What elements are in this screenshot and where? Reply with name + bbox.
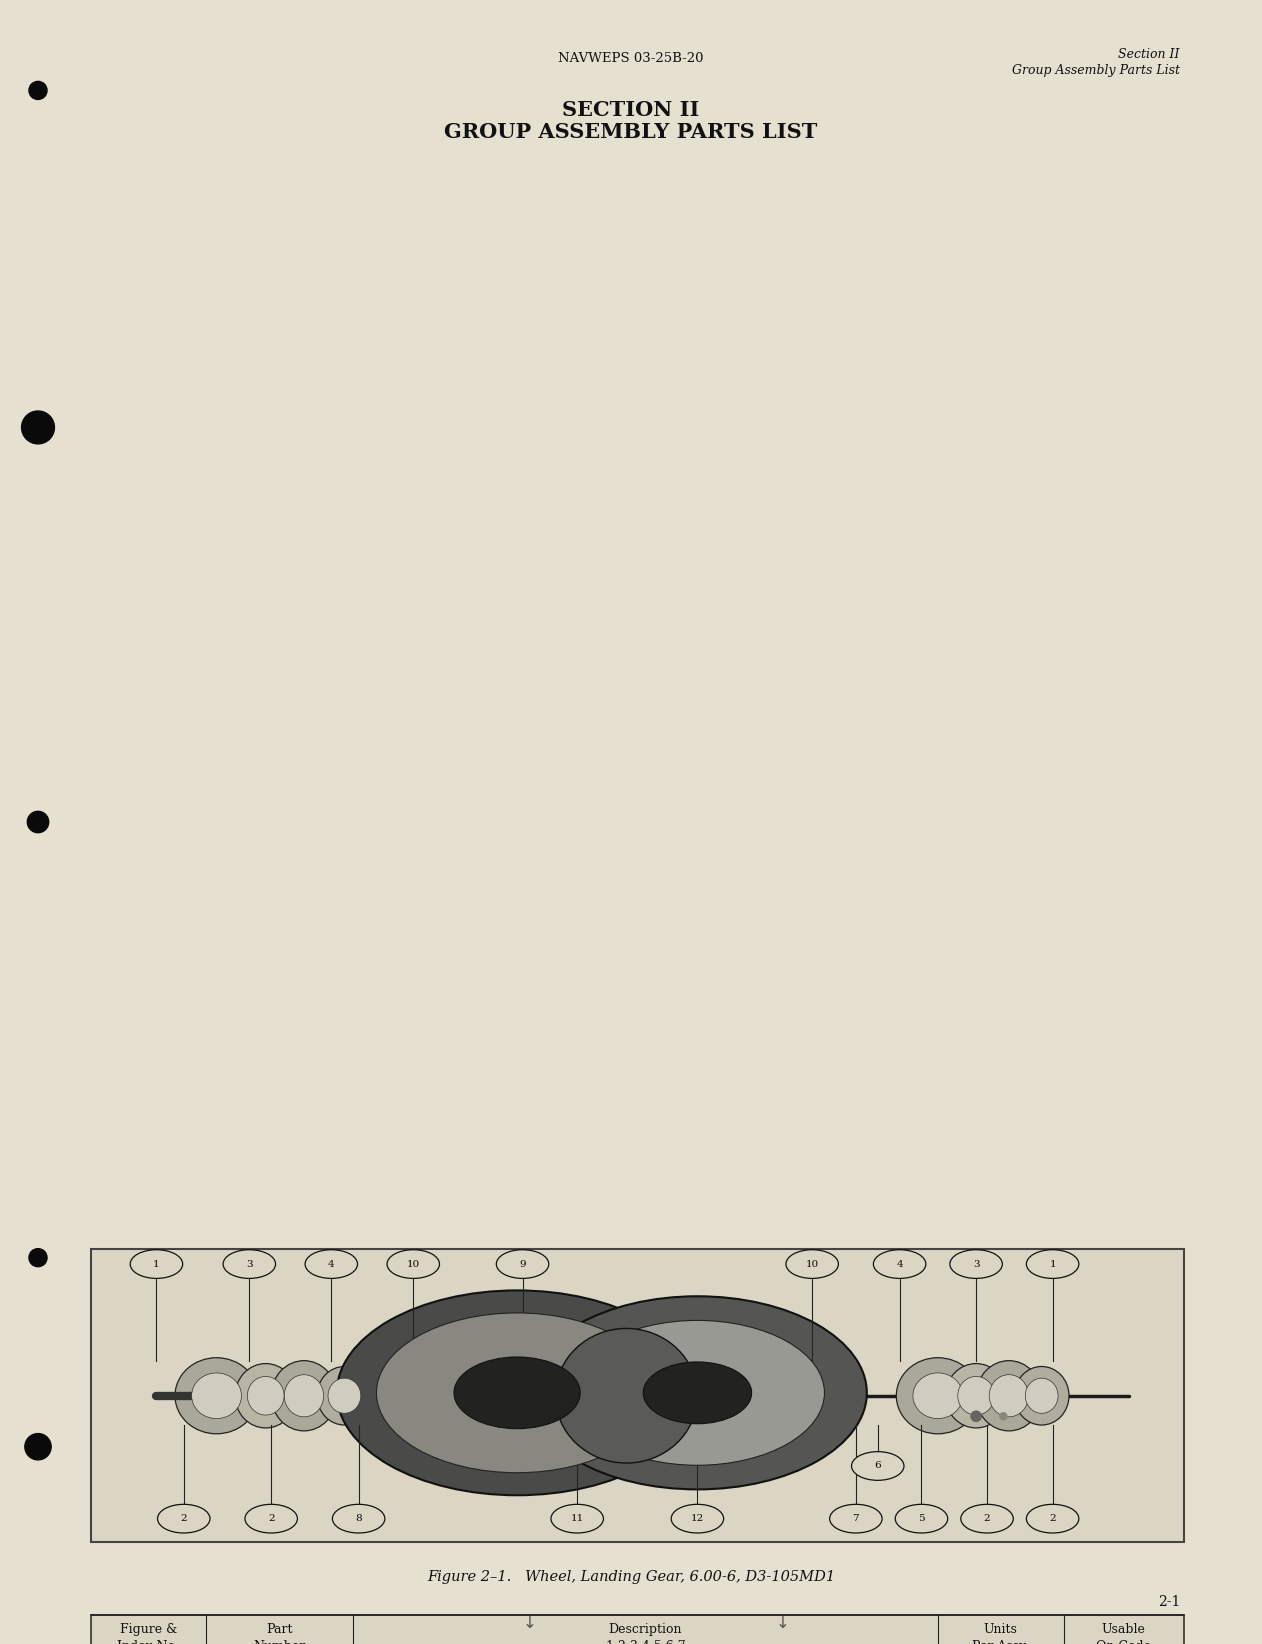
Text: 11: 11: [570, 1514, 584, 1522]
Ellipse shape: [829, 1504, 882, 1532]
Text: 12: 12: [690, 1514, 704, 1522]
Text: Number: Number: [254, 1641, 305, 1644]
Text: 10: 10: [406, 1259, 420, 1269]
Text: 4: 4: [896, 1259, 902, 1269]
Text: Figure 2–1.   Wheel, Landing Gear, 6.00-6, D3-105MD1: Figure 2–1. Wheel, Landing Gear, 6.00-6,…: [427, 1570, 835, 1585]
Text: 2: 2: [1049, 1514, 1056, 1522]
Circle shape: [21, 411, 54, 444]
Circle shape: [29, 1249, 47, 1266]
Ellipse shape: [305, 1249, 357, 1279]
Text: ↓: ↓: [524, 1614, 536, 1632]
Ellipse shape: [989, 1374, 1029, 1417]
Ellipse shape: [1015, 1366, 1069, 1425]
Ellipse shape: [1026, 1504, 1079, 1532]
Text: 9: 9: [519, 1259, 526, 1269]
Ellipse shape: [1026, 1249, 1079, 1279]
Ellipse shape: [852, 1452, 904, 1480]
Ellipse shape: [454, 1356, 581, 1429]
Ellipse shape: [896, 1358, 979, 1434]
Circle shape: [25, 1434, 52, 1460]
Text: 2: 2: [268, 1514, 275, 1522]
Text: SECTION II: SECTION II: [563, 100, 699, 120]
Text: 8: 8: [356, 1514, 362, 1522]
Ellipse shape: [895, 1504, 948, 1532]
Ellipse shape: [376, 1314, 658, 1473]
Text: 1: 1: [153, 1259, 160, 1269]
Ellipse shape: [496, 1249, 549, 1279]
Text: 2-1: 2-1: [1157, 1595, 1180, 1609]
Circle shape: [1000, 1412, 1007, 1420]
Ellipse shape: [337, 1291, 698, 1496]
Text: 10: 10: [805, 1259, 819, 1269]
Text: ↓: ↓: [776, 1614, 789, 1632]
Ellipse shape: [317, 1366, 372, 1425]
Ellipse shape: [328, 1378, 361, 1414]
Text: Units: Units: [984, 1623, 1017, 1636]
Text: Figure &: Figure &: [120, 1623, 177, 1636]
Text: Part: Part: [266, 1623, 293, 1636]
Text: Per Assy.: Per Assy.: [973, 1641, 1029, 1644]
Text: 1: 1: [1049, 1259, 1056, 1269]
Ellipse shape: [387, 1249, 439, 1279]
Text: 4: 4: [328, 1259, 334, 1269]
Text: 2: 2: [983, 1514, 991, 1522]
Circle shape: [970, 1411, 982, 1422]
Ellipse shape: [873, 1249, 926, 1279]
Text: 3: 3: [246, 1259, 252, 1269]
Ellipse shape: [570, 1320, 824, 1465]
Ellipse shape: [192, 1373, 241, 1419]
Text: On Code: On Code: [1097, 1641, 1151, 1644]
Ellipse shape: [223, 1249, 275, 1279]
Ellipse shape: [945, 1363, 1007, 1429]
Text: 6: 6: [875, 1462, 881, 1470]
Ellipse shape: [551, 1504, 603, 1532]
Ellipse shape: [332, 1504, 385, 1532]
Ellipse shape: [130, 1249, 183, 1279]
Ellipse shape: [235, 1363, 297, 1429]
Text: 2: 2: [180, 1514, 187, 1522]
Ellipse shape: [247, 1376, 284, 1415]
Ellipse shape: [786, 1249, 838, 1279]
Text: Usable: Usable: [1102, 1623, 1146, 1636]
Text: Index No.: Index No.: [117, 1641, 179, 1644]
Bar: [91, 1614, 1184, 1644]
Text: Section II: Section II: [1118, 48, 1180, 61]
Text: Group Assembly Parts List: Group Assembly Parts List: [1012, 64, 1180, 77]
Ellipse shape: [175, 1358, 257, 1434]
Text: GROUP ASSEMBLY PARTS LIST: GROUP ASSEMBLY PARTS LIST: [444, 122, 818, 141]
Ellipse shape: [958, 1376, 994, 1415]
Ellipse shape: [528, 1295, 867, 1489]
Ellipse shape: [912, 1373, 963, 1419]
Ellipse shape: [1025, 1378, 1058, 1414]
Ellipse shape: [158, 1504, 209, 1532]
Ellipse shape: [976, 1361, 1041, 1430]
Ellipse shape: [671, 1504, 723, 1532]
Ellipse shape: [950, 1249, 1002, 1279]
Ellipse shape: [271, 1361, 337, 1430]
Bar: [91, 1249, 1184, 1542]
Text: NAVWEPS 03-25B-20: NAVWEPS 03-25B-20: [558, 53, 704, 66]
Ellipse shape: [284, 1374, 323, 1417]
Ellipse shape: [960, 1504, 1013, 1532]
Text: Description: Description: [608, 1623, 683, 1636]
Circle shape: [28, 810, 49, 832]
Text: 7: 7: [853, 1514, 859, 1522]
Ellipse shape: [245, 1504, 298, 1532]
Text: 5: 5: [919, 1514, 925, 1522]
Text: 1 2 3 4 5 6 7: 1 2 3 4 5 6 7: [606, 1641, 685, 1644]
Text: 3: 3: [973, 1259, 979, 1269]
Ellipse shape: [555, 1328, 698, 1463]
Circle shape: [29, 81, 47, 99]
Ellipse shape: [644, 1361, 752, 1424]
